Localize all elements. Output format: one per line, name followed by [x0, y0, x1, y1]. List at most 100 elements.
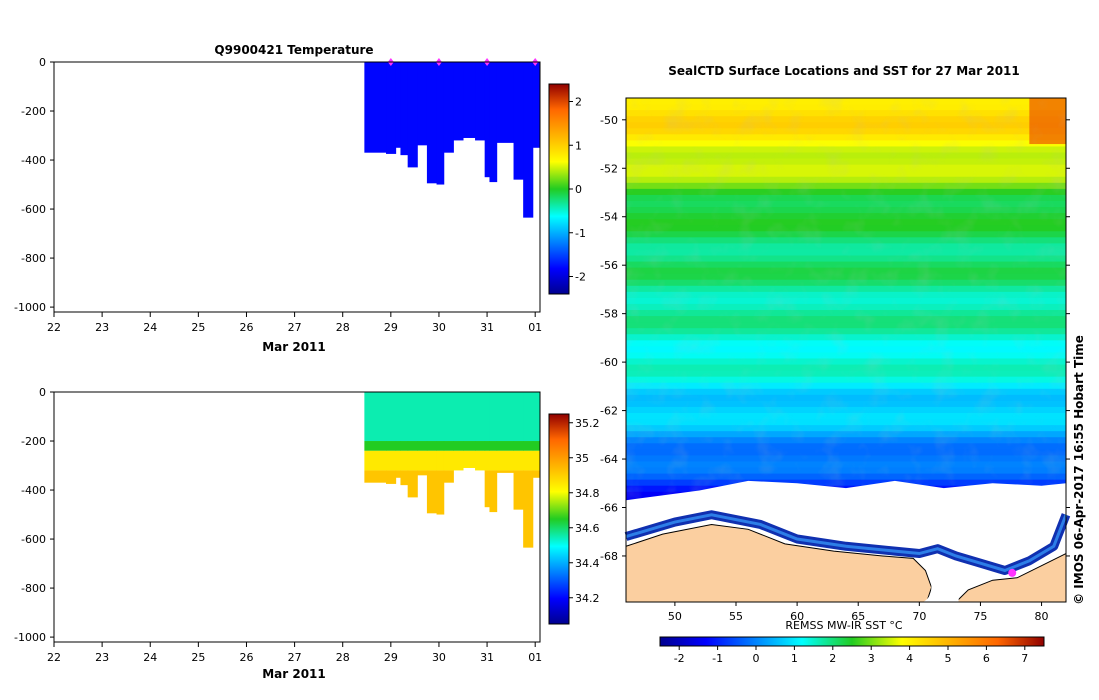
- salinity-cell: [400, 470, 409, 486]
- temperature-cell: [436, 62, 445, 185]
- y-tick-label: -600: [21, 203, 46, 216]
- y-tick-label: -200: [21, 105, 46, 118]
- sst-colorbar: -2 -1 0 1 2 3 4 5 6 7: [659, 636, 1045, 665]
- x-tick-label: 29: [384, 321, 398, 334]
- lon-tick-label: 50: [668, 610, 682, 623]
- lat-tick-label: -50: [600, 114, 618, 127]
- sst-colorbar-tick-label: -2: [674, 652, 685, 665]
- salinity-cell: [443, 470, 454, 483]
- lon-tick-label: 80: [1035, 610, 1049, 623]
- temperature-cell: [386, 62, 397, 154]
- salinity-cell: [426, 450, 438, 471]
- temperature-cell: [513, 62, 524, 180]
- salinity-cell: [386, 450, 397, 471]
- coastal-water-inner: [625, 513, 1068, 573]
- temperature-cell: [463, 62, 476, 138]
- temperature-y-axis: 0 -200 -400 -600 -800 -1000: [14, 56, 54, 314]
- colorbar-tick-label: 34.2: [575, 592, 600, 605]
- salinity-cell: [400, 392, 409, 442]
- lat-tick-label: -52: [600, 162, 618, 175]
- salinity-cell: [417, 441, 428, 451]
- temperature-cell: [395, 62, 401, 148]
- seal-position-marker: [1008, 568, 1017, 577]
- salinity-cell: [463, 392, 476, 442]
- temperature-cell: [489, 62, 498, 183]
- credit-line: © IMOS 06-Apr-2017 16:55 Hobart Time: [1072, 335, 1086, 605]
- colorbar-tick-label: -1: [575, 227, 586, 240]
- sst-colorbar-tick-label: 5: [945, 652, 952, 665]
- salinity-cell: [532, 441, 541, 451]
- salinity-cell: [513, 470, 524, 510]
- salinity-cell: [496, 450, 515, 471]
- x-tick-label: 30: [432, 321, 446, 334]
- salinity-cell: [417, 470, 428, 476]
- sst-colorbar-tick-label: 2: [829, 652, 836, 665]
- colorbar-tick-label: 35: [575, 452, 589, 465]
- salinity-cell: [475, 450, 486, 471]
- salinity-cell: [453, 441, 464, 451]
- x-tick-label: 30: [432, 651, 446, 664]
- y-tick-label: -800: [21, 252, 46, 265]
- lat-tick-label: -68: [600, 550, 618, 563]
- ice-shelf: [923, 560, 960, 602]
- sst-colorbar-tick-label: 4: [906, 652, 913, 665]
- x-tick-label: 25: [191, 321, 205, 334]
- salinity-x-axis: 22 23 24 25 26 27 28 29 30 31 01: [47, 642, 542, 664]
- salinity-cell: [489, 441, 498, 451]
- land-mass: [625, 523, 1067, 603]
- salinity-cell: [523, 441, 534, 451]
- temperature-cell: [453, 62, 464, 141]
- y-tick-label: -400: [21, 484, 46, 497]
- temperature-cell: [532, 62, 541, 148]
- salinity-cell: [463, 441, 476, 451]
- lat-tick-label: -62: [600, 405, 618, 418]
- y-tick-label: 0: [39, 386, 46, 399]
- x-tick-label: 29: [384, 651, 398, 664]
- lon-tick-label: 55: [729, 610, 743, 623]
- sst-colorbar-tick-label: 6: [983, 652, 990, 665]
- sst-map-frame: [625, 97, 1067, 603]
- temperature-cell: [400, 62, 409, 156]
- x-tick-label: 01: [528, 321, 542, 334]
- colorbar-gradient: [548, 83, 570, 295]
- temperature-title: Q9900421 Temperature: [214, 43, 373, 57]
- x-tick-label: 24: [143, 321, 157, 334]
- sst-colorbar-tick-label: 7: [1021, 652, 1028, 665]
- salinity-cell: [417, 392, 428, 442]
- salinity-cell: [453, 450, 464, 471]
- salinity-panel: 0 -200 -400 -600 -800 -1000 22 23 24 25 26 27 28 29 3…: [14, 386, 599, 681]
- lon-tick-label: 75: [973, 610, 987, 623]
- x-tick-label: 28: [336, 651, 350, 664]
- salinity-x-label: Mar 2011: [262, 667, 326, 681]
- temperature-cell: [364, 62, 387, 153]
- salinity-cell: [364, 450, 387, 471]
- colorbar-tick-label: 34.6: [575, 522, 600, 535]
- temperature-colorbar: 2 1 0 -1 -2: [548, 83, 586, 295]
- salinity-cell: [496, 470, 515, 473]
- temperature-cell: [443, 62, 454, 153]
- colorbar-tick-label: 2: [575, 96, 582, 109]
- temperature-cell: [426, 62, 438, 184]
- salinity-cell: [484, 470, 490, 508]
- temperature-x-label: Mar 2011: [262, 340, 326, 354]
- salinity-cell: [395, 441, 401, 451]
- salinity-cell: [395, 450, 401, 471]
- lat-tick-label: -64: [600, 453, 618, 466]
- salinity-cell: [386, 441, 397, 451]
- sst-colorbar-tick-label: 0: [753, 652, 760, 665]
- salinity-cell: [489, 470, 498, 513]
- salinity-cell: [523, 470, 534, 548]
- x-tick-label: 27: [288, 321, 302, 334]
- salinity-cell: [426, 441, 438, 451]
- x-tick-label: 25: [191, 651, 205, 664]
- salinity-cell: [443, 441, 454, 451]
- temperature-panel: Q9900421 Temperature 0 -200 -400 -600 -800 -1…: [14, 43, 586, 354]
- salinity-colorbar: 35.2 35 34.8 34.6 34.4 34.2: [548, 413, 600, 625]
- salinity-cell: [443, 450, 454, 471]
- temperature-cell: [496, 62, 515, 143]
- y-tick-label: -200: [21, 435, 46, 448]
- temperature-cell: [523, 62, 534, 218]
- lat-tick-label: -54: [600, 211, 618, 224]
- salinity-cell: [436, 441, 445, 451]
